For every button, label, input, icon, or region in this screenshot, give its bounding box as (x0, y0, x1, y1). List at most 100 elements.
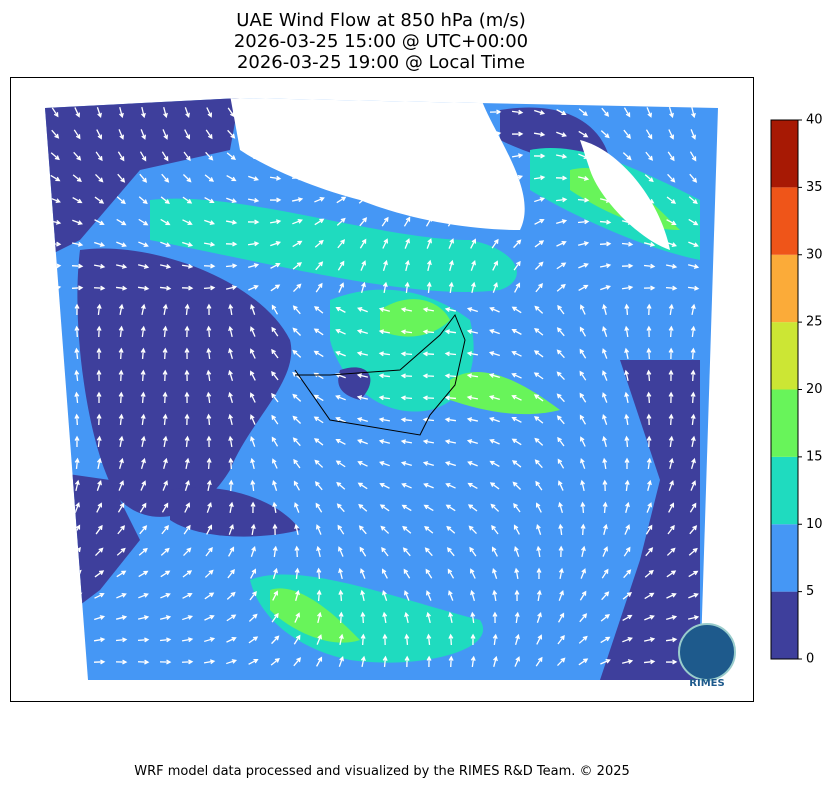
wind-arrow (140, 303, 146, 316)
wind-arrow (249, 414, 256, 425)
wind-arrow (93, 659, 106, 665)
wind-arrow (488, 417, 500, 423)
wind-arrow (293, 283, 302, 293)
wind-arrow (182, 196, 193, 204)
wind-arrow (579, 326, 587, 337)
wind-arrow (468, 174, 479, 182)
wind-arrow (379, 109, 392, 115)
wind-arrow (162, 435, 168, 448)
wind-arrow (294, 502, 300, 513)
wind-arrow (425, 216, 433, 227)
wind-arrow (294, 612, 301, 623)
wind-arrow (313, 394, 324, 402)
wind-arrow (534, 261, 544, 270)
wind-arrow (557, 612, 565, 623)
wind-arrow (117, 525, 126, 535)
wind-arrow (688, 218, 699, 226)
wind-arrow (492, 260, 499, 271)
wind-arrow (579, 613, 588, 623)
wind-arrow (555, 153, 568, 159)
wind-arrow (401, 483, 412, 489)
wind-arrow (578, 284, 589, 292)
wind-arrow (140, 391, 146, 404)
uae-border (294, 313, 466, 436)
wind-arrow (511, 438, 522, 446)
wind-arrow (49, 285, 62, 291)
wind-arrow (513, 239, 522, 249)
wind-arrow (293, 634, 301, 645)
wind-arrow (291, 153, 304, 159)
wind-arrow (161, 151, 169, 162)
wind-arrow (335, 351, 346, 357)
wind-arrow (247, 219, 260, 225)
wind-arrow (72, 174, 82, 183)
wind-arrow (228, 413, 233, 426)
wind-arrow (360, 633, 366, 646)
wind-arrow (444, 351, 457, 357)
wind-arrow (426, 633, 432, 646)
wind-arrow (292, 305, 301, 315)
wind-arrow (183, 151, 191, 162)
wind-arrow (358, 174, 369, 182)
wind-arrow (380, 131, 392, 137)
wind-arrow (74, 502, 80, 513)
wind-arrow (96, 129, 103, 140)
wind-arrow (490, 196, 501, 204)
wind-arrow (204, 197, 215, 204)
wind-arrow (272, 479, 278, 491)
wind-arrow (689, 173, 698, 183)
wind-arrow (95, 151, 103, 162)
wind-arrow (184, 479, 190, 491)
wind-arrow (578, 658, 589, 666)
wind-arrow (250, 436, 256, 447)
wind-arrow (601, 591, 610, 601)
wind-arrow (313, 153, 326, 159)
wind-arrow (668, 347, 674, 360)
wind-arrow (139, 525, 148, 535)
wind-arrow (337, 239, 346, 249)
wind-arrow (558, 523, 564, 536)
wind-arrow (577, 241, 590, 246)
wind-arrow (602, 348, 608, 359)
wind-arrow (511, 306, 522, 314)
wind-arrow (314, 197, 325, 203)
wind-arrow (272, 545, 278, 558)
wind-arrow (622, 614, 633, 622)
wind-arrow (182, 592, 193, 599)
wind-arrow (470, 281, 476, 294)
wind-arrow (667, 524, 675, 535)
wind-arrow (271, 436, 279, 447)
wind-arrow (534, 437, 544, 446)
wind-arrow (335, 153, 348, 158)
wind-arrow (602, 325, 608, 337)
wind-arrow (206, 435, 212, 448)
wind-arrow (51, 546, 59, 557)
wind-arrow (335, 131, 348, 137)
wind-arrow (96, 107, 102, 119)
wind-arrow (250, 568, 257, 579)
wind-arrow (379, 504, 390, 512)
wind-arrow (250, 501, 256, 514)
wind-arrow (181, 659, 194, 665)
wind-arrow (228, 479, 234, 492)
wind-arrow (401, 109, 414, 114)
wind-arrow (536, 523, 542, 535)
wind-arrow (272, 523, 278, 536)
wind-arrow (117, 151, 125, 162)
wind-arrow (93, 263, 106, 269)
wind-arrow (93, 637, 106, 643)
wind-arrow (689, 502, 697, 513)
wind-arrow (95, 524, 103, 535)
wind-arrow (226, 659, 238, 665)
wind-arrow (646, 347, 652, 360)
wind-arrow (336, 217, 346, 226)
wind-arrow (226, 614, 237, 622)
wind-arrow (558, 590, 564, 601)
wind-arrow (645, 547, 654, 557)
wind-arrow (448, 611, 454, 624)
wind-arrow (161, 525, 170, 535)
wind-arrow (600, 614, 610, 622)
wind-arrow (536, 634, 543, 645)
wind-arrow (556, 240, 567, 247)
wind-arrow (447, 568, 455, 579)
